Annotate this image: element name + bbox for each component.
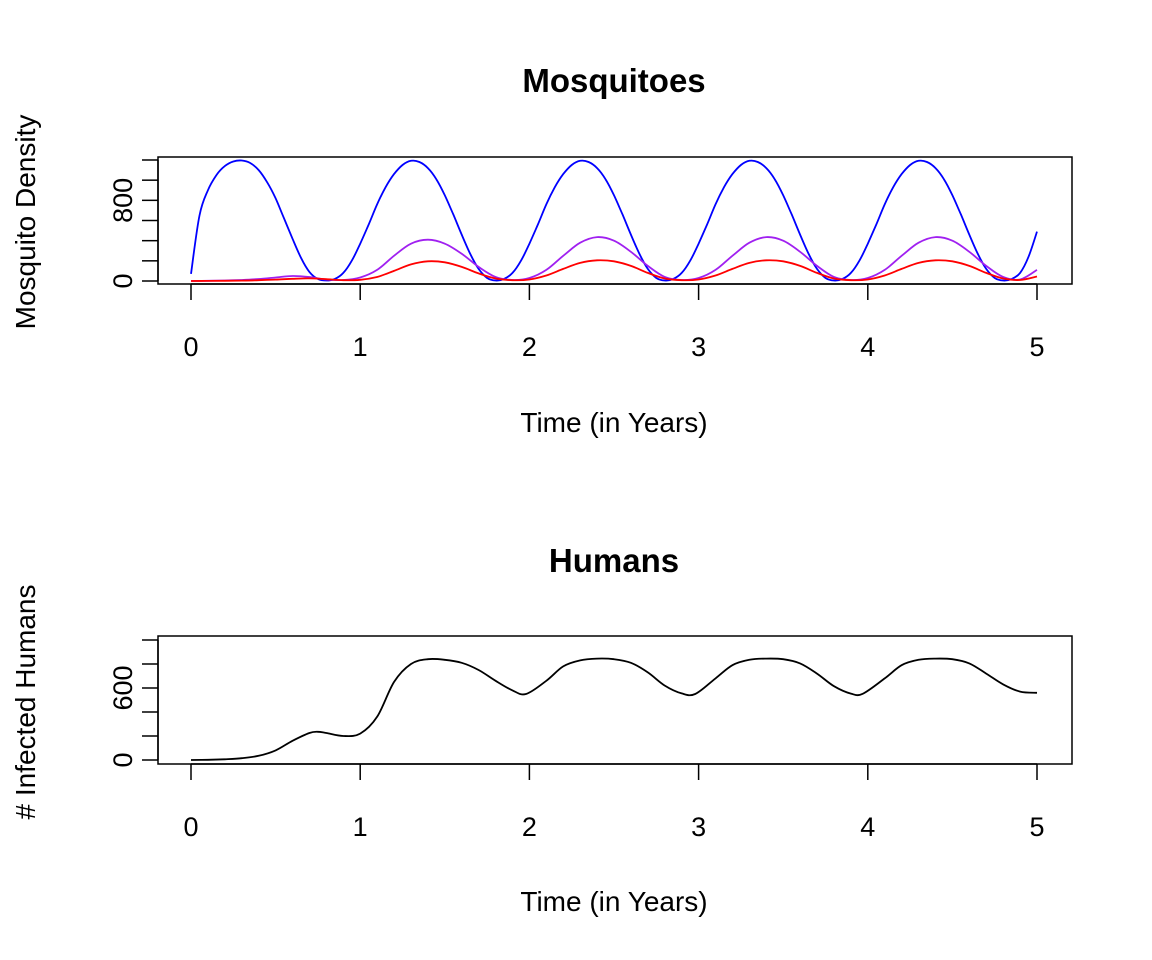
humans-x-tick-label: 2 <box>522 812 537 842</box>
humans-series-line-0 <box>190 657 1038 761</box>
mosquito-series-line-2 <box>190 259 1038 282</box>
humans-y-tick-label: 600 <box>108 665 138 710</box>
mosquito-y-ticks: 0 800 <box>108 159 159 289</box>
mosquito-series-line-1 <box>190 236 1038 282</box>
humans-series-group <box>190 657 1038 761</box>
mosquito-y-axis-label: Mosquito Density <box>10 115 41 330</box>
humans-panel: Humans Time (in Years) # Infected Humans… <box>10 542 1073 917</box>
humans-y-tick-label: 0 <box>108 752 138 767</box>
humans-x-tick-label: 0 <box>183 812 198 842</box>
humans-chart-title: Humans <box>549 542 679 579</box>
mosquito-plot-frame <box>157 156 1073 285</box>
mosquito-x-axis-label: Time (in Years) <box>520 407 707 438</box>
mosquito-x-tick-label: 3 <box>691 332 706 362</box>
mosquito-series-line-0 <box>190 159 1038 282</box>
humans-plot-frame <box>157 635 1073 765</box>
mosquito-x-tick-label: 5 <box>1029 332 1044 362</box>
mosquito-y-tick-label: 0 <box>108 273 138 288</box>
mosquito-x-ticks: 0 1 2 3 4 5 <box>183 283 1045 362</box>
humans-x-tick-label: 1 <box>353 812 368 842</box>
mosquito-x-tick-label: 2 <box>522 332 537 362</box>
mosquito-y-tick-label: 800 <box>108 178 138 223</box>
humans-x-tick-label: 3 <box>691 812 706 842</box>
mosquito-panel: Mosquitoes Time (in Years) Mosquito Dens… <box>10 62 1073 438</box>
mosquito-x-tick-label: 0 <box>183 332 198 362</box>
humans-x-ticks: 0 1 2 3 4 5 <box>183 763 1045 842</box>
humans-y-axis-label: # Infected Humans <box>10 584 41 819</box>
mosquito-series-group <box>190 159 1038 282</box>
mosquito-x-tick-label: 4 <box>860 332 875 362</box>
humans-x-tick-label: 5 <box>1029 812 1044 842</box>
mosquito-chart-title: Mosquitoes <box>522 62 705 99</box>
humans-y-ticks: 0 600 <box>108 639 159 768</box>
humans-x-tick-label: 4 <box>860 812 875 842</box>
mosquito-x-tick-label: 1 <box>353 332 368 362</box>
humans-x-axis-label: Time (in Years) <box>520 886 707 917</box>
